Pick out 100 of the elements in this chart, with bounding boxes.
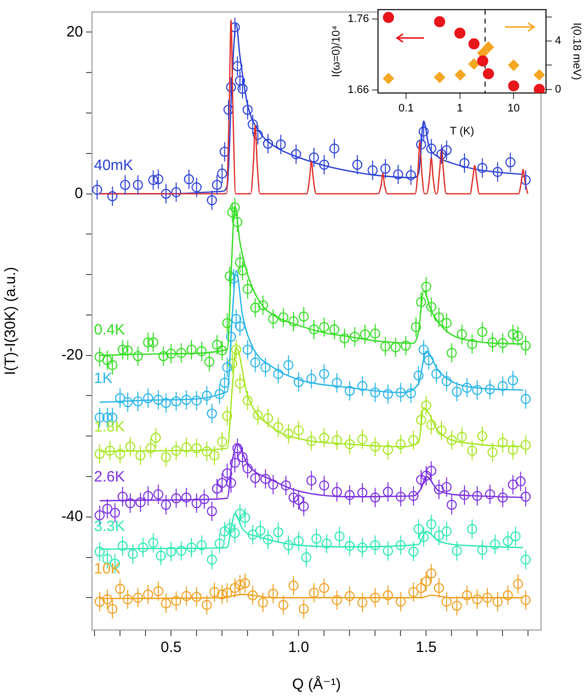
point bbox=[426, 143, 436, 154]
point bbox=[115, 584, 126, 594]
point bbox=[181, 442, 192, 452]
point bbox=[102, 355, 112, 366]
point bbox=[288, 492, 299, 503]
point bbox=[260, 362, 271, 372]
point bbox=[206, 506, 217, 516]
point bbox=[370, 592, 380, 603]
point bbox=[413, 370, 424, 381]
point bbox=[230, 582, 240, 594]
point bbox=[319, 368, 330, 379]
point bbox=[278, 312, 288, 322]
point bbox=[186, 542, 197, 553]
point bbox=[319, 480, 330, 490]
point bbox=[456, 432, 467, 442]
point bbox=[217, 345, 228, 356]
point bbox=[250, 358, 260, 368]
point bbox=[237, 84, 248, 94]
point bbox=[135, 450, 146, 461]
point bbox=[234, 321, 246, 332]
point bbox=[231, 314, 242, 324]
point bbox=[273, 527, 284, 538]
point bbox=[94, 352, 105, 362]
point bbox=[357, 380, 368, 392]
point bbox=[220, 146, 230, 157]
point bbox=[268, 588, 278, 599]
point bbox=[115, 448, 126, 459]
point bbox=[332, 595, 342, 606]
point bbox=[421, 282, 432, 292]
point bbox=[242, 463, 253, 474]
series-label: 0.4K bbox=[94, 322, 125, 339]
point bbox=[370, 540, 380, 550]
point bbox=[408, 435, 418, 446]
point bbox=[442, 526, 452, 536]
point bbox=[298, 501, 309, 512]
point bbox=[452, 600, 462, 611]
point bbox=[143, 490, 154, 501]
point bbox=[202, 600, 212, 610]
point bbox=[132, 592, 143, 603]
point bbox=[110, 508, 120, 518]
point bbox=[262, 413, 274, 424]
point bbox=[418, 344, 429, 355]
point bbox=[228, 274, 239, 284]
point bbox=[319, 582, 330, 594]
point bbox=[520, 595, 531, 606]
point bbox=[301, 552, 312, 562]
point bbox=[118, 540, 128, 552]
point bbox=[434, 582, 444, 594]
point bbox=[283, 360, 294, 370]
point bbox=[258, 300, 268, 310]
point bbox=[283, 540, 294, 550]
point bbox=[370, 387, 380, 398]
point bbox=[148, 174, 158, 186]
point bbox=[220, 378, 230, 388]
point bbox=[452, 386, 462, 397]
point bbox=[467, 446, 478, 456]
point bbox=[280, 480, 291, 490]
point bbox=[368, 165, 378, 176]
series-label: 3.3K bbox=[94, 518, 125, 535]
point bbox=[446, 500, 457, 510]
point bbox=[436, 425, 447, 436]
point bbox=[498, 338, 508, 348]
point bbox=[442, 376, 452, 386]
point bbox=[472, 385, 482, 396]
point bbox=[319, 322, 330, 332]
point bbox=[255, 526, 266, 536]
point bbox=[498, 492, 508, 503]
point bbox=[212, 180, 222, 190]
point bbox=[426, 302, 436, 312]
point bbox=[120, 180, 130, 190]
point bbox=[357, 597, 368, 608]
point bbox=[250, 302, 260, 313]
point bbox=[153, 394, 164, 405]
point bbox=[396, 540, 406, 550]
point bbox=[237, 452, 248, 462]
point bbox=[262, 138, 274, 149]
point bbox=[206, 408, 217, 419]
point bbox=[231, 344, 242, 355]
y-tick-label: 1.66 bbox=[348, 84, 369, 96]
point bbox=[223, 104, 234, 115]
point bbox=[181, 394, 192, 405]
point bbox=[306, 476, 316, 486]
point bbox=[492, 596, 503, 607]
point bbox=[477, 162, 488, 173]
point bbox=[102, 504, 112, 514]
point bbox=[487, 337, 498, 348]
point bbox=[467, 524, 478, 534]
point bbox=[237, 265, 248, 276]
point bbox=[230, 202, 240, 213]
point bbox=[382, 590, 393, 600]
point bbox=[340, 333, 350, 344]
point bbox=[288, 580, 299, 591]
point bbox=[248, 530, 258, 540]
point bbox=[230, 528, 240, 538]
point bbox=[396, 492, 406, 502]
point bbox=[242, 344, 253, 355]
point bbox=[166, 546, 176, 557]
x-tick-label: 0.5 bbox=[160, 639, 182, 656]
point bbox=[344, 591, 355, 602]
y-tick-label: 1.76 bbox=[348, 12, 369, 25]
